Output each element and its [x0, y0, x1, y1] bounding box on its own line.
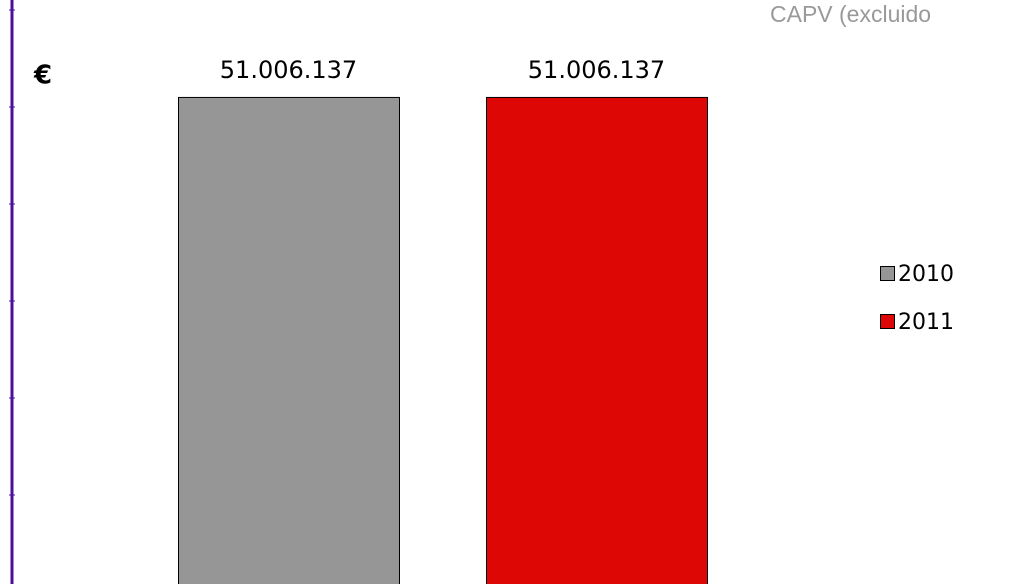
bar: [486, 96, 708, 584]
legend-swatch: [880, 314, 895, 329]
legend-swatch: [880, 266, 895, 281]
legend-label: 2010: [898, 262, 954, 287]
value-label: 51.006.137: [220, 56, 357, 84]
chart-title: CAPV (excluido: [770, 1, 931, 27]
y-axis-label: €: [33, 61, 52, 91]
value-label: 51.006.137: [528, 56, 665, 84]
legend-label: 2011: [898, 310, 954, 335]
bar: [178, 96, 400, 584]
